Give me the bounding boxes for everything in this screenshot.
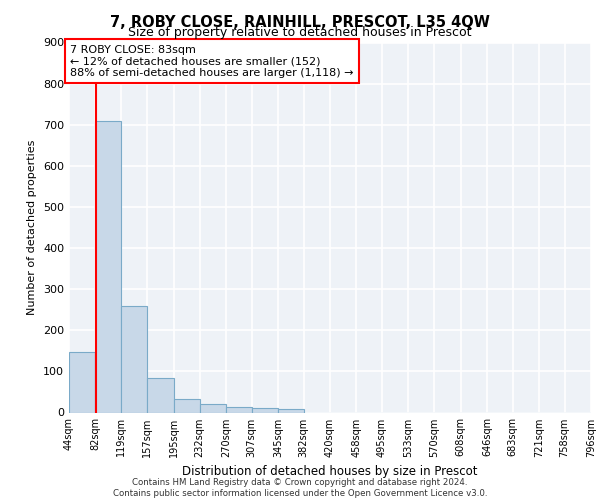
Bar <box>69 352 95 412</box>
Bar <box>199 404 226 412</box>
Bar <box>251 408 278 412</box>
Bar <box>95 120 121 412</box>
Text: 7, ROBY CLOSE, RAINHILL, PRESCOT, L35 4QW: 7, ROBY CLOSE, RAINHILL, PRESCOT, L35 4Q… <box>110 15 490 30</box>
Bar <box>278 409 304 412</box>
Bar <box>226 407 251 412</box>
Text: Contains HM Land Registry data © Crown copyright and database right 2024.
Contai: Contains HM Land Registry data © Crown c… <box>113 478 487 498</box>
Text: 7 ROBY CLOSE: 83sqm
← 12% of detached houses are smaller (152)
88% of semi-detac: 7 ROBY CLOSE: 83sqm ← 12% of detached ho… <box>70 44 354 78</box>
Text: Size of property relative to detached houses in Prescot: Size of property relative to detached ho… <box>128 26 472 39</box>
Bar <box>174 399 199 412</box>
X-axis label: Distribution of detached houses by size in Prescot: Distribution of detached houses by size … <box>182 465 478 478</box>
Bar <box>148 378 174 412</box>
Bar <box>121 306 148 412</box>
Y-axis label: Number of detached properties: Number of detached properties <box>28 140 37 315</box>
